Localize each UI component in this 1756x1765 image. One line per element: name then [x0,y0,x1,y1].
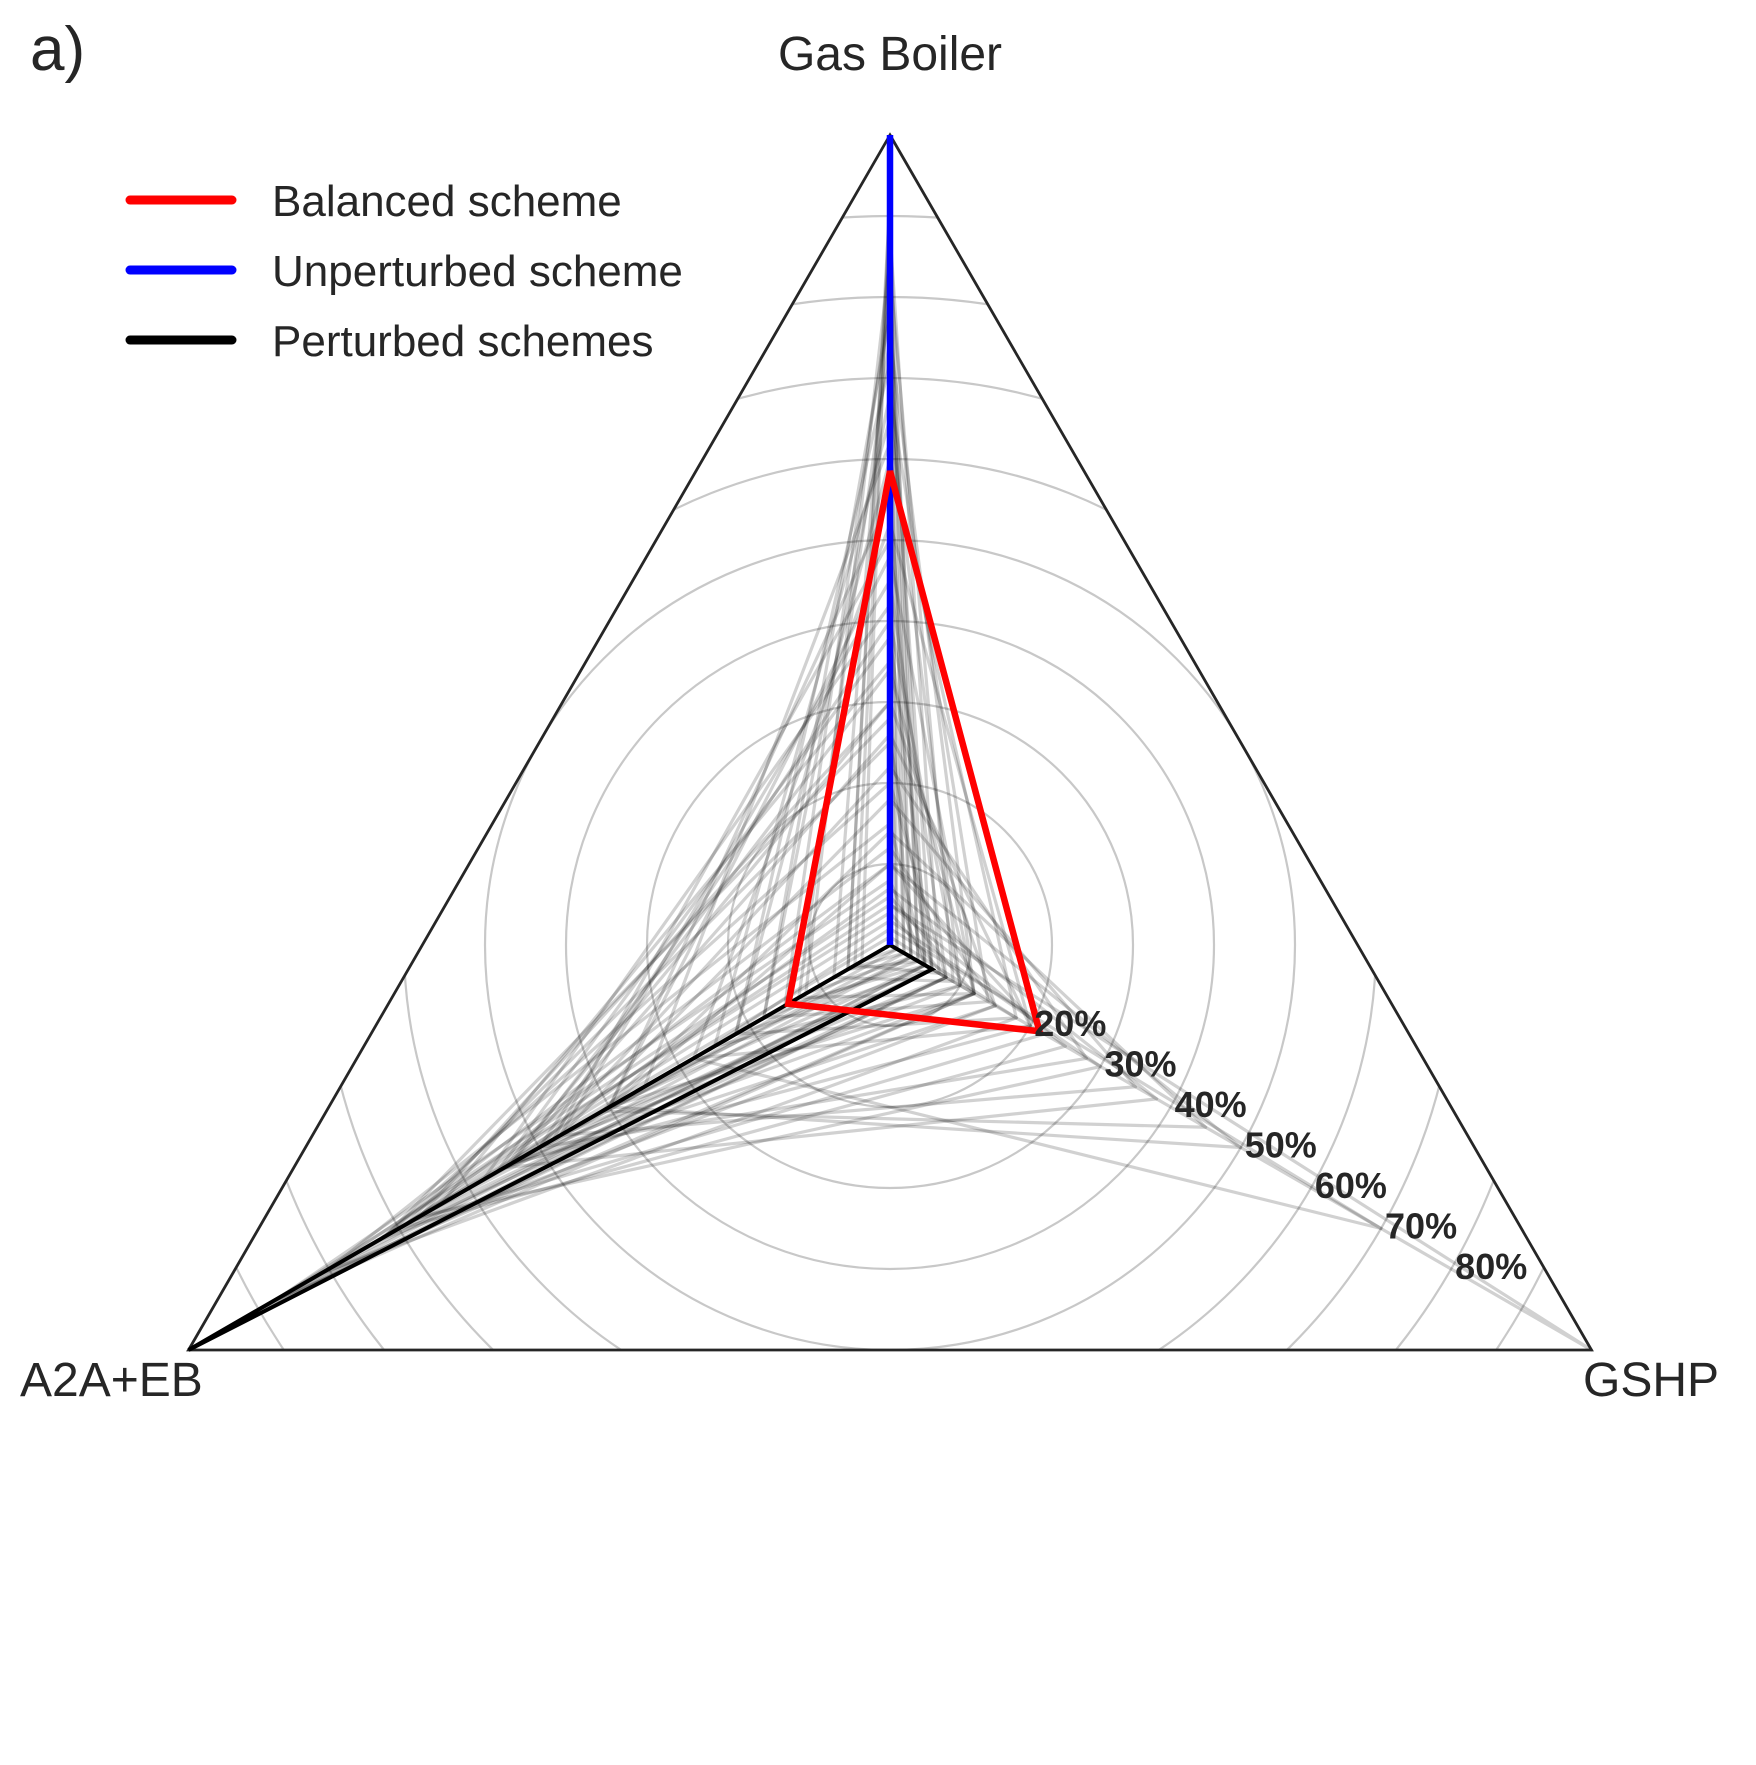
axis-label-a2a-eb: A2A+EB [20,1354,203,1407]
tick-label-30: 30% [1104,1044,1176,1085]
tick-label-20: 20% [1034,1003,1106,1044]
axis-label-gas-boiler: Gas Boiler [778,28,1002,81]
tick-label-60: 60% [1315,1165,1387,1206]
perturbed-scheme-29 [600,829,1208,1129]
tick-label-40: 40% [1175,1084,1247,1125]
perturbed-scheme-32 [509,732,1032,1166]
legend-label-balanced: Balanced scheme [272,177,622,226]
perturbed-scheme-9 [495,635,934,1174]
perturbed-scheme-4 [783,295,927,1008]
perturbed-scheme-34 [509,667,976,1166]
perturbed-scheme-3 [804,254,913,996]
series-balanced-scheme [784,470,1044,1036]
perturbed-scheme-28 [607,862,1243,1150]
perturbed-scheme-46 [551,538,906,1142]
perturbed-scheme-25 [320,935,1018,1275]
main-series-layer [187,135,1044,1352]
perturbed-scheme-14 [376,846,997,1243]
perturbed-scheme-15 [411,862,1046,1223]
tick-label-80: 80% [1455,1246,1527,1287]
perturbed-scheme-26 [397,902,1067,1231]
perturbed-scheme-31 [537,765,1089,1150]
perturbed-scheme-5 [734,360,934,1036]
panel-label: a) [30,15,85,84]
perturbed-scheme-11 [404,740,934,1227]
perturbed-scheme-35 [537,619,962,1150]
perturbed-scheme-48 [439,659,899,1206]
perturbed-scheme-7 [607,497,927,1109]
perturbed-scheme-1 [860,173,899,963]
perturbed-scheme-36 [607,554,976,1109]
legend-label-perturbed: Perturbed schemes [272,317,654,366]
perturbed-scheme-19 [271,910,948,1304]
perturbed-scheme-38 [734,457,1018,1036]
perturbed-scheme-27 [502,886,1159,1170]
tick-label-50: 50% [1245,1125,1317,1166]
legend-label-unperturbed: Unperturbed scheme [272,247,683,296]
perturbed-scheme-20 [418,919,1103,1218]
series-perturbed-schemes [187,942,937,1352]
legend: Balanced scheme Unperturbed scheme Pertu… [125,177,683,366]
axis-label-gshp: GSHP [1583,1354,1719,1407]
triangle-frame [186,132,1594,1352]
perturbed-scheme-40 [797,335,976,1000]
perturbed-scheme-42 [853,230,941,975]
perturbed-scheme-17 [313,894,976,1279]
axis-labels: Gas Boiler GSHP A2A+EB [20,28,1719,1407]
radial-tick-labels: 20%30%40%50%60%70%80% [1034,1003,1527,1287]
perturbed-scheme-33 [502,700,997,1170]
perturbed-scheme-10 [418,700,913,1218]
perturbed-scheme-16 [278,878,927,1299]
triangle-outline [186,132,1594,1352]
perturbed-scheme-8 [558,578,948,1137]
perturbed-scheme-39 [762,392,990,1020]
perturbed-scheme-37 [691,522,1032,1061]
perturbed-scheme-45 [642,441,913,1089]
perturbed-scheme-44 [762,311,920,1020]
perturbed-scheme-13 [327,821,927,1271]
tick-label-70: 70% [1385,1206,1457,1247]
